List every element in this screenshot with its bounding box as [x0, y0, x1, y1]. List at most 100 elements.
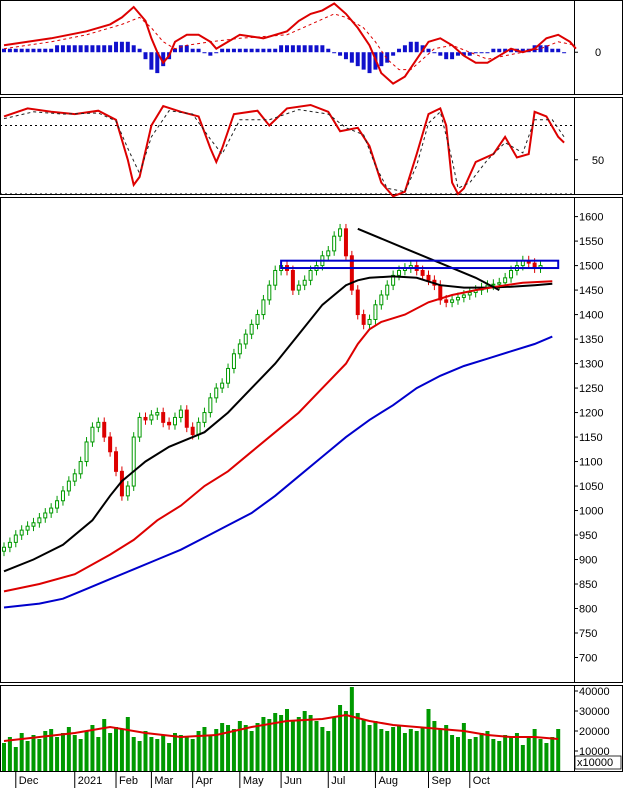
macd-histogram-bar	[137, 48, 142, 53]
macd-histogram-bar	[273, 48, 278, 53]
volume-bar	[90, 725, 95, 771]
candle-body	[37, 517, 42, 524]
volume-bar	[420, 727, 425, 771]
candle-body	[49, 507, 54, 514]
volume-bar	[438, 729, 443, 771]
macd-histogram-bar	[355, 52, 360, 67]
volume-bar	[391, 727, 396, 771]
volume-bar	[408, 729, 413, 771]
x-tick-label: Jun	[284, 775, 302, 787]
macd-histogram-bar	[7, 48, 12, 53]
volume-bar	[261, 717, 266, 771]
candle-body	[102, 421, 107, 438]
candle-body	[243, 333, 248, 345]
volume-bar	[414, 731, 419, 771]
macd-histogram-bar	[338, 52, 343, 56]
x-tick-label: Apr	[196, 775, 213, 787]
macd-histogram-bar	[190, 48, 195, 53]
volume-bar	[267, 719, 272, 771]
macd-histogram-bar	[119, 41, 124, 53]
volume-bar	[31, 735, 36, 771]
candle-body	[455, 296, 460, 301]
volume-bar	[114, 727, 119, 771]
volume-bar	[338, 705, 343, 771]
candle-body	[137, 416, 142, 438]
volume-bar	[320, 727, 325, 771]
candle-body	[60, 490, 65, 502]
candle-body	[367, 318, 372, 325]
candle-body	[131, 436, 136, 487]
price-tick-label: 1000	[579, 506, 603, 518]
candle-body	[267, 284, 272, 301]
volume-bar	[7, 737, 12, 771]
candle-body	[467, 292, 472, 296]
macd-histogram-bar	[556, 48, 561, 53]
candle-body	[255, 314, 260, 325]
ma-red-line	[3, 280, 553, 593]
macd-histogram-bar	[485, 52, 490, 54]
macd-histogram-bar	[149, 52, 154, 70]
volume-bar	[149, 737, 154, 771]
candle-body	[361, 314, 366, 325]
macd-histogram-bar	[467, 52, 472, 56]
volume-bar	[373, 721, 378, 771]
macd-signal-line	[3, 13, 576, 71]
volume-tick-label: 40000	[579, 686, 610, 698]
volume-average-line	[3, 713, 559, 742]
candle-body	[444, 299, 449, 303]
candle-body	[509, 269, 514, 279]
macd-histogram-bar	[296, 45, 301, 53]
macd-histogram-bar	[432, 52, 437, 54]
volume-tick-label: 10000	[579, 746, 610, 758]
oscillator-signal-line	[3, 109, 565, 193]
macd-histogram-bar	[184, 45, 189, 53]
candle-body	[172, 416, 177, 426]
x-tick-label: Dec	[19, 775, 39, 787]
price-tick-label: 850	[579, 579, 597, 591]
volume-bar	[355, 713, 360, 771]
candle-body	[43, 512, 48, 519]
volume-bar	[96, 737, 101, 771]
macd-histogram-bar	[426, 48, 431, 53]
oscillator-line	[3, 103, 565, 198]
price-tick-label: 1550	[579, 236, 603, 248]
macd-histogram-bar	[550, 48, 555, 53]
candle-body	[196, 421, 201, 436]
macd-histogram-bar	[172, 48, 177, 53]
volume-bar	[367, 725, 372, 771]
price-tick-label: 1500	[579, 261, 603, 273]
volume-bar	[161, 735, 166, 771]
macd-histogram-bar	[202, 52, 207, 54]
candle-body	[90, 426, 95, 443]
macd-histogram-bar	[96, 45, 101, 53]
candle-body	[78, 461, 83, 475]
macd-line	[3, 2, 577, 85]
macd-histogram-bar	[220, 48, 225, 53]
macd-histogram-bar	[279, 45, 284, 53]
macd-histogram-bar	[367, 52, 372, 74]
price-tick-label: 700	[579, 653, 597, 665]
volume-bar	[397, 725, 402, 771]
macd-histogram-bar	[143, 52, 148, 60]
macd-histogram-bar	[155, 52, 160, 74]
volume-bar	[290, 721, 295, 771]
candle-body	[385, 284, 390, 296]
macd-histogram-bar	[479, 52, 484, 54]
macd-histogram-bar	[231, 48, 236, 53]
volume-bar	[249, 731, 254, 771]
macd-histogram-bar	[520, 48, 525, 53]
macd-histogram-bar	[78, 45, 83, 53]
macd-histogram-bar	[326, 48, 331, 53]
candle-body	[249, 323, 254, 335]
volume-bar	[461, 723, 466, 771]
volume-bar	[514, 733, 519, 771]
x-tick-label: Aug	[378, 775, 398, 787]
volume-bar	[19, 733, 24, 771]
x-tick-label: 2021	[78, 775, 102, 787]
volume-bar	[178, 735, 183, 771]
volume-bar	[526, 737, 531, 771]
macd-histogram-bar	[385, 52, 390, 63]
volume-bar	[532, 729, 537, 771]
price-tick-label: 1100	[579, 457, 603, 469]
volume-bar	[255, 723, 260, 771]
